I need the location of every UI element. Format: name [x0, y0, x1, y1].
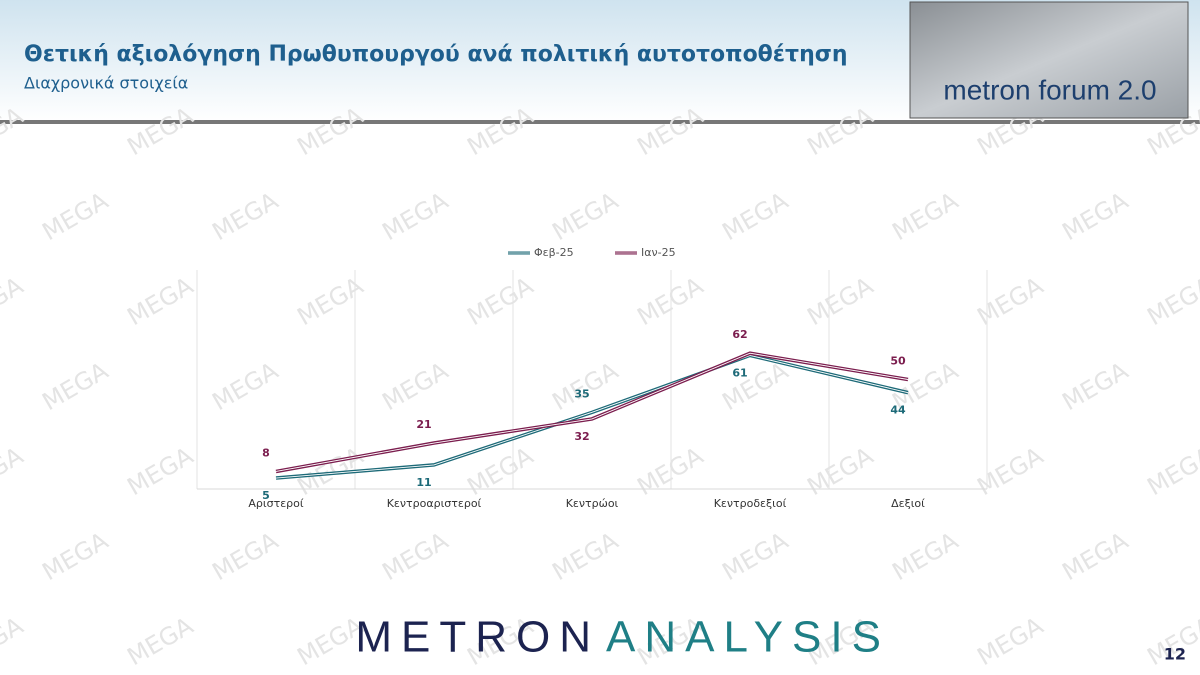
brand-right: ANALYSIS	[606, 613, 890, 662]
watermark: MEGA	[803, 441, 879, 501]
watermark: MEGA	[1143, 271, 1200, 331]
data-label: 61	[732, 366, 747, 379]
x-tick-label: Κεντρώοι	[566, 497, 619, 510]
watermark: MEGA	[0, 441, 28, 501]
chart: Αριστεροί Κεντροαριστεροί Κεντρώοι Κεντροδε…	[196, 246, 988, 510]
data-label: 32	[574, 430, 589, 443]
watermark: MEGA	[38, 526, 114, 586]
x-tick-label: Κεντροαριστεροί	[387, 497, 482, 510]
x-tick-label: Δεξιοί	[891, 497, 925, 510]
watermark: MEGA	[1143, 441, 1200, 501]
watermark: MEGA	[548, 356, 624, 416]
watermark: MEGA	[123, 611, 199, 671]
watermark: MEGA	[293, 271, 369, 331]
header-rule	[0, 120, 1200, 124]
watermark: MEGA	[548, 526, 624, 586]
watermark: MEGA	[123, 441, 199, 501]
page-number: 12	[1164, 645, 1186, 664]
data-label: 44	[890, 404, 906, 417]
legend-label: Φεβ-25	[534, 246, 574, 259]
watermark: MEGA	[0, 271, 28, 331]
watermark: MEGA	[38, 356, 114, 416]
watermark: MEGA	[803, 271, 879, 331]
watermark: MEGA	[378, 356, 454, 416]
watermark: MEGA	[378, 526, 454, 586]
slide-title: Θετική αξιολόγηση Πρωθυπουργού ανά πολιτ…	[24, 42, 848, 67]
data-label: 62	[732, 328, 747, 341]
watermark: MEGA	[718, 526, 794, 586]
watermark: MEGA	[718, 356, 794, 416]
watermark: MEGA	[888, 186, 964, 246]
legend-label: Ιαν-25	[641, 246, 676, 259]
data-label: 11	[416, 476, 431, 489]
watermark: MEGA	[1058, 356, 1134, 416]
data-label: 5	[262, 489, 270, 502]
watermark: MEGA	[38, 186, 114, 246]
logo-box	[909, 1, 1189, 119]
x-tick-label: Κεντροδεξιοί	[714, 497, 787, 510]
watermark: MEGA	[208, 186, 284, 246]
watermark: MEGA	[378, 186, 454, 246]
watermark: MEGA	[208, 356, 284, 416]
watermark: MEGA	[123, 271, 199, 331]
watermark: MEGA	[973, 441, 1049, 501]
watermark: MEGA	[0, 611, 28, 671]
data-label: 35	[574, 387, 589, 400]
data-label: 50	[890, 355, 906, 368]
watermark: MEGA	[208, 526, 284, 586]
watermark: MEGA	[633, 271, 709, 331]
watermark: MEGA	[463, 271, 539, 331]
watermark: MEGA	[718, 186, 794, 246]
watermark: MEGA	[888, 526, 964, 586]
logo-text: metron forum 2.0	[943, 74, 1156, 105]
slide-subtitle: Διαχρονικά στοιχεία	[24, 74, 188, 93]
series-line-inner	[275, 352, 909, 472]
data-label: 21	[416, 418, 431, 431]
brand-left: METRON	[355, 613, 600, 662]
series-line-inner	[275, 354, 909, 479]
data-label: 8	[262, 446, 270, 459]
watermark: MEGA	[973, 611, 1049, 671]
watermark: MEGA	[1058, 186, 1134, 246]
watermark: MEGA	[548, 186, 624, 246]
x-tick-label: Αριστεροί	[248, 497, 303, 510]
watermark: MEGA	[633, 441, 709, 501]
watermark: MEGA	[973, 271, 1049, 331]
watermark: MEGA	[1058, 526, 1134, 586]
